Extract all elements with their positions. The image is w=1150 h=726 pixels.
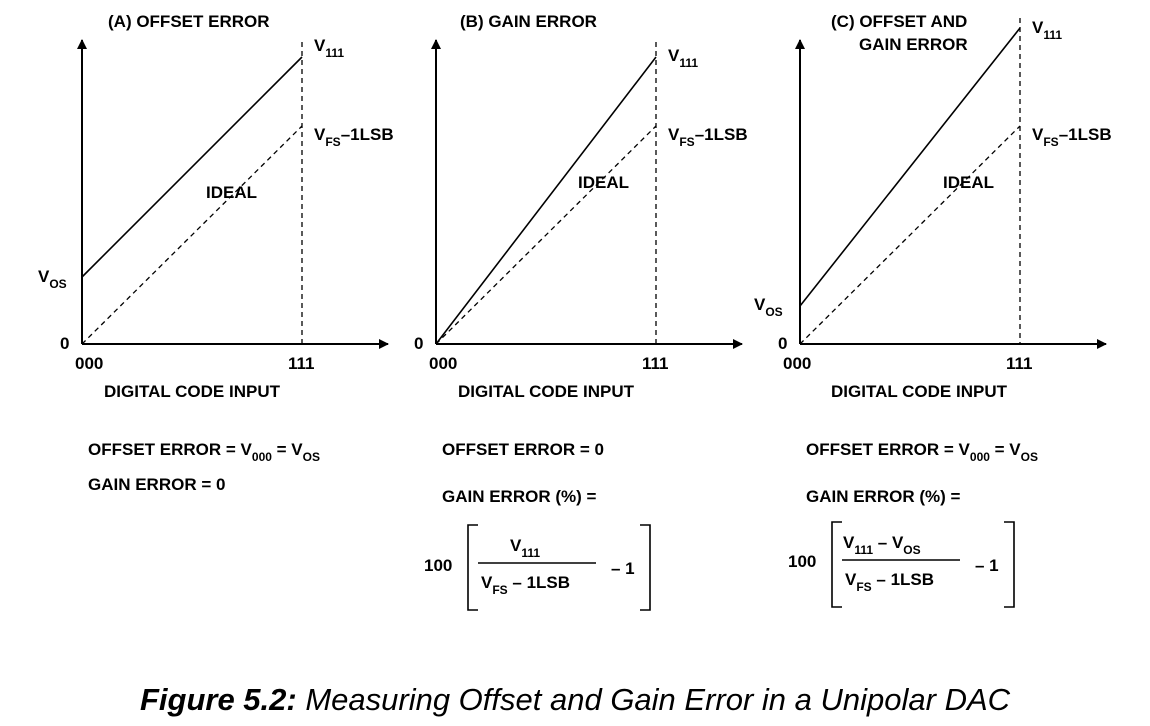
panel-b: (B) GAIN ERROR V111 VFS–1LSB IDEAL 0 000… <box>414 12 748 611</box>
panel-a-vfs-label: VFS–1LSB <box>314 125 394 149</box>
panel-a-v111-label: V111 <box>314 36 344 60</box>
panel-a-actual-line <box>81 56 303 278</box>
panel-c-ideal-line <box>799 125 1021 345</box>
figure-caption-text: Measuring Offset and Gain Error in a Uni… <box>296 682 1011 717</box>
panel-a-x-end-label: 111 <box>288 354 315 373</box>
panel-b-zero-label: 0 <box>414 334 423 353</box>
panel-c-formula-left-bracket <box>831 521 842 608</box>
panel-c-v111-label: V111 <box>1032 18 1062 42</box>
panel-c-gain-equation: GAIN ERROR (%) = <box>806 487 961 506</box>
panel-a-offset-equation: OFFSET ERROR = V000 = VOS <box>88 440 320 464</box>
panel-c-x-end-label: 111 <box>1006 354 1033 373</box>
panel-a-x-axis-label: DIGITAL CODE INPUT <box>104 382 281 401</box>
figure-number: Figure 5.2: <box>139 682 297 717</box>
panel-b-gain-formula: 100 V111 VFS – 1LSB – 1 <box>424 524 651 611</box>
panel-b-formula-minus-one: – 1 <box>611 559 635 578</box>
panel-a-gain-equation: GAIN ERROR = 0 <box>88 475 225 494</box>
panel-b-x-end-label: 111 <box>642 354 669 373</box>
panel-b-vfs-label: VFS–1LSB <box>668 125 748 149</box>
panel-b-formula-denominator: VFS – 1LSB <box>481 573 570 597</box>
panel-c-ideal-label: IDEAL <box>943 173 994 192</box>
panel-b-ideal-line <box>435 125 657 345</box>
panel-c: (C) OFFSET AND GAIN ERROR V111 VFS–1LSB … <box>754 12 1112 608</box>
panel-b-title: (B) GAIN ERROR <box>460 12 597 31</box>
panel-b-gain-equation: GAIN ERROR (%) = <box>442 487 597 506</box>
panel-c-x-axis-label: DIGITAL CODE INPUT <box>831 382 1008 401</box>
panel-c-formula-numerator: V111 – VOS <box>843 533 921 557</box>
panel-a-vos-label: VOS <box>38 267 67 291</box>
panel-c-title-line1: (C) OFFSET AND <box>831 12 967 31</box>
panel-b-formula-right-bracket <box>640 524 651 611</box>
panel-b-formula-left-bracket <box>467 524 478 611</box>
panel-b-actual-line <box>435 56 657 345</box>
panel-c-actual-line <box>799 27 1021 307</box>
panel-b-formula-coef: 100 <box>424 556 452 575</box>
panel-b-formula-numerator: V111 <box>510 536 540 560</box>
panel-c-vos-label: VOS <box>754 295 783 319</box>
panel-b-x-axis-label: DIGITAL CODE INPUT <box>458 382 635 401</box>
panel-c-vfs-label: VFS–1LSB <box>1032 125 1112 149</box>
panel-b-v111-label: V111 <box>668 46 698 70</box>
panel-a-ideal-line <box>81 125 303 345</box>
panel-c-gain-formula: 100 V111 – VOS VFS – 1LSB – 1 <box>788 521 1015 608</box>
panel-c-zero-label: 0 <box>778 334 787 353</box>
panel-b-ideal-label: IDEAL <box>578 173 629 192</box>
panel-a-ideal-label: IDEAL <box>206 183 257 202</box>
panel-a-title: (A) OFFSET ERROR <box>108 12 270 31</box>
panel-c-formula-minus-one: – 1 <box>975 556 999 575</box>
panel-c-offset-equation: OFFSET ERROR = V000 = VOS <box>806 440 1038 464</box>
panel-b-x-start-label: 000 <box>429 354 457 373</box>
panel-c-x-start-label: 000 <box>783 354 811 373</box>
panel-b-offset-equation: OFFSET ERROR = 0 <box>442 440 604 459</box>
panel-a-zero-label: 0 <box>60 334 69 353</box>
panel-c-formula-right-bracket <box>1004 521 1015 608</box>
panel-c-title-line2: GAIN ERROR <box>859 35 968 54</box>
panel-c-formula-denominator: VFS – 1LSB <box>845 570 934 594</box>
panel-c-formula-coef: 100 <box>788 552 816 571</box>
figure-caption: Figure 5.2: Measuring Offset and Gain Er… <box>0 682 1150 718</box>
dac-error-diagram: (A) OFFSET ERROR V111 VFS–1LSB IDEAL VOS… <box>38 12 1112 611</box>
panel-a-x-start-label: 000 <box>75 354 103 373</box>
panel-a: (A) OFFSET ERROR V111 VFS–1LSB IDEAL VOS… <box>38 12 394 494</box>
